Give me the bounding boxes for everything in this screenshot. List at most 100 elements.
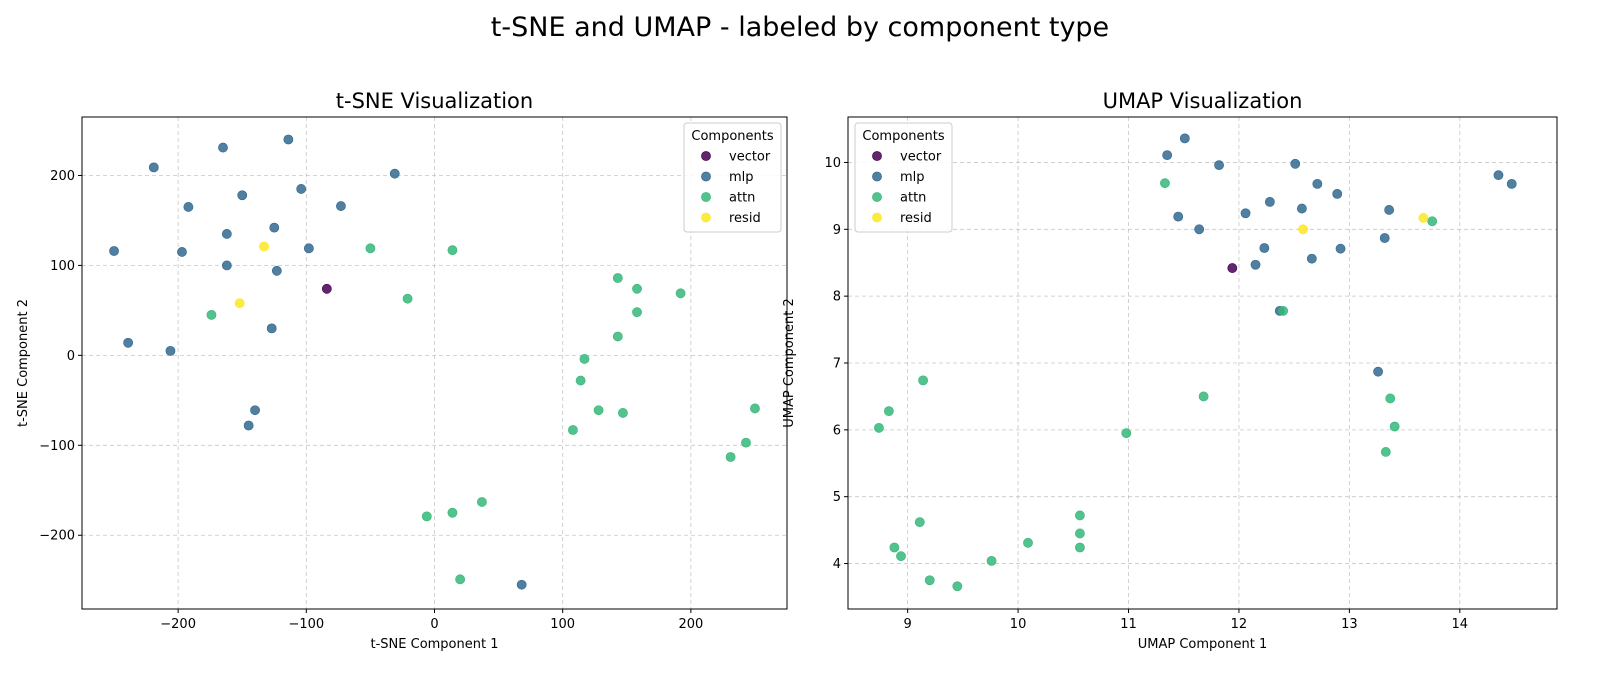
umap-point-attn [874, 422, 884, 433]
umap-point-mlp [1264, 196, 1275, 207]
tsne-point-mlp [148, 162, 159, 173]
umap-point-mlp [1379, 233, 1390, 243]
umap-legend-marker-mlp [872, 171, 882, 182]
umap-point-attn [1198, 391, 1209, 402]
umap-point-resid [1418, 213, 1429, 223]
tsne-point-mlp [221, 260, 232, 271]
umap-point-attn [1023, 537, 1033, 548]
umap-point-attn [1278, 305, 1289, 316]
umap-point-attn [1389, 421, 1400, 432]
umap-point-mlp [1384, 205, 1395, 215]
tsne-point-mlp [336, 201, 346, 211]
umap-ylabel: UMAP Component 2 [782, 298, 797, 427]
umap-legend-entry-vector: vector [900, 150, 942, 165]
tsne-point-mlp [123, 337, 134, 348]
umap-plot: 9 10 11 12 13 14 4 5 6 7 8 9 10 UMAP Visualization UMA… [782, 89, 1558, 652]
tsne-point-attn [741, 437, 751, 448]
tsne-point-mlp [243, 420, 254, 431]
tsne-point-attn [575, 375, 586, 386]
tsne-point-attn [365, 243, 376, 254]
umap-point-mlp [1312, 178, 1323, 189]
tsne-legend: Components vector mlp attn resid [683, 122, 782, 233]
tsne-point-attn [402, 293, 413, 304]
umap-xtick-label: 12 [1231, 617, 1248, 632]
umap-point-attn [918, 375, 928, 386]
tsne-point-attn [447, 507, 458, 518]
tsne-plot: −200 −100 0 100 200 −200 −100 0 100 200 t-SNE Visu… [16, 89, 788, 652]
tsne-point-mlp [165, 345, 176, 356]
tsne-point-attn [455, 574, 466, 585]
umap-ytick-label: 7 [833, 357, 841, 372]
tsne-point-attn [477, 497, 487, 507]
tsne-point-attn [447, 245, 458, 256]
umap-legend-marker-vector [872, 151, 882, 161]
tsne-point-attn [612, 331, 623, 342]
tsne-point-vector [321, 283, 332, 294]
tsne-point-mlp [183, 202, 194, 212]
tsne-legend-entry-vector: vector [729, 150, 771, 165]
tsne-point-mlp [266, 323, 277, 334]
umap-point-mlp [1373, 366, 1383, 377]
tsne-legend-entry-mlp: mlp [729, 170, 754, 185]
umap-point-mlp [1259, 243, 1270, 253]
tsne-ytick-label: 0 [67, 349, 75, 364]
tsne-point-attn [632, 283, 642, 294]
umap-point-mlp [1250, 259, 1261, 270]
umap-legend-entry-resid: resid [900, 211, 932, 226]
tsne-point-attn [612, 273, 623, 283]
tsne-ytick-label: 100 [50, 259, 75, 274]
umap-point-mlp [1290, 158, 1301, 169]
umap-legend-marker-resid [872, 212, 882, 223]
umap-point-attn [914, 517, 925, 527]
tsne-ylabel: t-SNE Component 2 [16, 299, 31, 427]
tsne-point-mlp [296, 184, 307, 194]
umap-point-mlp [1173, 211, 1184, 222]
umap-title: UMAP Visualization [1103, 89, 1303, 113]
tsne-point-resid [259, 241, 269, 252]
tsne-point-mlp [516, 579, 527, 590]
tsne-point-attn [421, 511, 432, 522]
tsne-point-mlp [218, 142, 228, 153]
umap-ytick-label: 10 [824, 156, 841, 171]
umap-ytick-label: 9 [833, 223, 841, 238]
tsne-xtick-label: 100 [550, 617, 575, 632]
umap-xlabel: UMAP Component 1 [1138, 637, 1267, 652]
umap-point-attn [1380, 447, 1391, 457]
umap-point-attn [1160, 178, 1170, 189]
tsne-xtick-label: 200 [678, 617, 703, 632]
umap-point-attn [889, 542, 900, 553]
umap-point-mlp [1240, 208, 1251, 219]
umap-point-mlp [1306, 253, 1317, 264]
umap-point-vector [1227, 263, 1238, 273]
umap-point-attn [883, 406, 894, 417]
umap-point-mlp [1332, 188, 1343, 199]
tsne-point-mlp [237, 190, 248, 201]
tsne-point-mlp [177, 247, 187, 257]
tsne-ytick-label: 200 [50, 169, 75, 184]
tsne-xtick-label: −100 [288, 617, 324, 632]
umap-point-attn [924, 575, 935, 586]
tsne-point-mlp [283, 134, 294, 145]
tsne-ytick-label: −200 [39, 529, 75, 544]
tsne-xtick-label: −200 [160, 617, 196, 632]
umap-point-attn [1385, 393, 1396, 404]
tsne-legend-marker-attn [701, 192, 711, 202]
umap-ytick-label: 6 [833, 423, 841, 438]
tsne-point-mlp [303, 243, 314, 254]
umap-xtick-label: 9 [903, 617, 911, 632]
tsne-point-attn [632, 307, 642, 318]
tsne-point-resid [234, 298, 245, 309]
umap-point-mlp [1335, 243, 1346, 254]
tsne-title: t-SNE Visualization [336, 89, 533, 113]
tsne-legend-marker-mlp [701, 171, 711, 182]
tsne-legend-box [683, 122, 782, 233]
umap-point-mlp [1506, 178, 1517, 189]
tsne-point-attn [593, 405, 604, 416]
umap-point-attn [896, 551, 906, 562]
tsne-legend-title: Components [691, 129, 773, 144]
tsne-point-attn [750, 403, 760, 414]
tsne-point-attn [725, 452, 736, 462]
tsne-point-attn [675, 288, 686, 299]
umap-ytick-label: 8 [833, 290, 841, 305]
tsne-point-attn [618, 408, 628, 418]
